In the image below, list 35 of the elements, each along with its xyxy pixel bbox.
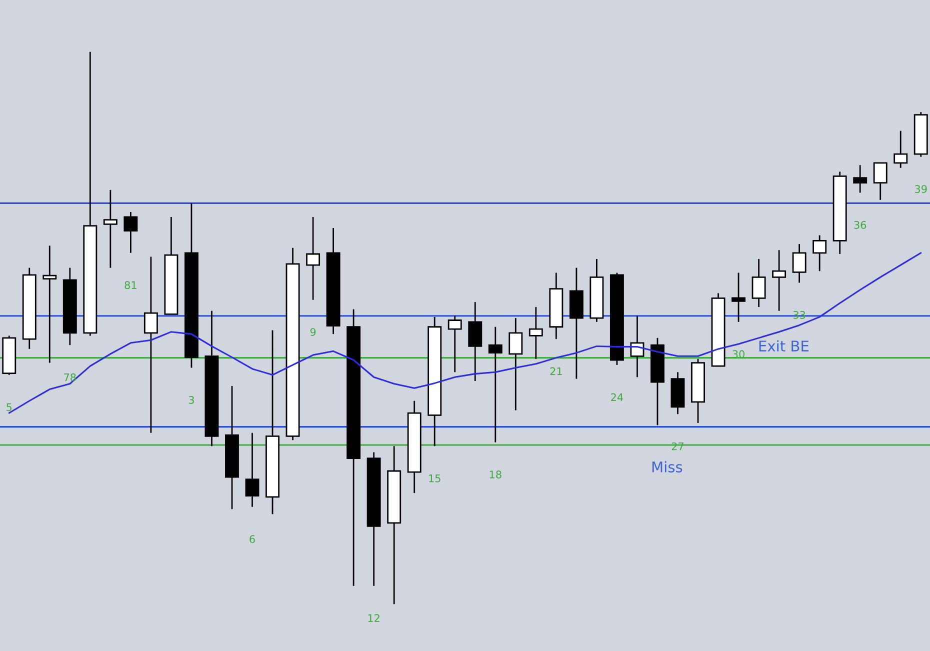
candlestick	[630, 315, 644, 378]
text: 5	[6, 403, 12, 412]
text: 39	[915, 185, 927, 193]
text: 12	[368, 614, 380, 622]
text: 18	[490, 470, 502, 478]
candlestick	[752, 258, 766, 308]
text: 21	[550, 367, 562, 376]
candlestick	[144, 256, 158, 434]
candlestick	[448, 315, 462, 373]
ref-line-label: Exit BE	[759, 340, 808, 352]
text: 36	[854, 220, 866, 229]
candlestick	[103, 189, 118, 268]
text: 30	[732, 350, 744, 358]
candlestick	[508, 317, 523, 411]
candlestick	[42, 245, 57, 364]
candlestick	[488, 326, 502, 443]
candlestick	[306, 216, 320, 301]
text: 24	[611, 393, 624, 401]
text: 6	[250, 535, 255, 544]
text: 78	[64, 373, 76, 382]
candlestick	[124, 211, 138, 254]
text: 3	[188, 396, 194, 404]
candlestick	[812, 234, 827, 272]
ref-line-label: Miss	[652, 461, 682, 472]
candlestick	[732, 272, 746, 323]
candlestick	[245, 432, 260, 508]
text: 81	[124, 281, 136, 290]
text: 15	[429, 474, 440, 482]
candlestick	[772, 249, 786, 312]
candlestick	[894, 130, 908, 169]
candlestick	[792, 243, 806, 284]
text: 9	[310, 328, 316, 336]
candlestick	[873, 162, 888, 201]
candlestick	[853, 164, 868, 194]
candlestick	[528, 306, 543, 360]
